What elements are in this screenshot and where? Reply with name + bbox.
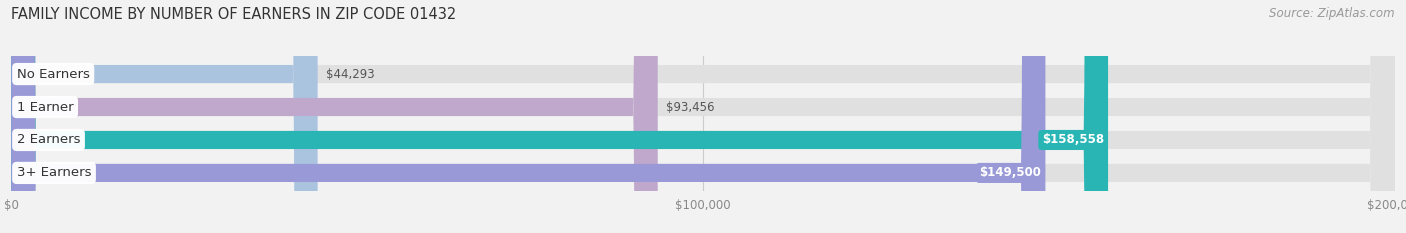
Text: Source: ZipAtlas.com: Source: ZipAtlas.com [1270,7,1395,20]
Text: 3+ Earners: 3+ Earners [17,166,91,179]
Text: $93,456: $93,456 [666,100,714,113]
FancyBboxPatch shape [11,0,1395,233]
FancyBboxPatch shape [11,0,658,233]
FancyBboxPatch shape [11,0,1395,233]
FancyBboxPatch shape [11,0,1108,233]
Text: $149,500: $149,500 [980,166,1042,179]
FancyBboxPatch shape [11,0,1395,233]
Text: No Earners: No Earners [17,68,90,81]
Text: $158,558: $158,558 [1042,134,1104,147]
Text: $44,293: $44,293 [326,68,374,81]
FancyBboxPatch shape [11,0,318,233]
Text: 1 Earner: 1 Earner [17,100,73,113]
Text: FAMILY INCOME BY NUMBER OF EARNERS IN ZIP CODE 01432: FAMILY INCOME BY NUMBER OF EARNERS IN ZI… [11,7,457,22]
Text: 2 Earners: 2 Earners [17,134,80,147]
FancyBboxPatch shape [11,0,1046,233]
FancyBboxPatch shape [11,0,1395,233]
